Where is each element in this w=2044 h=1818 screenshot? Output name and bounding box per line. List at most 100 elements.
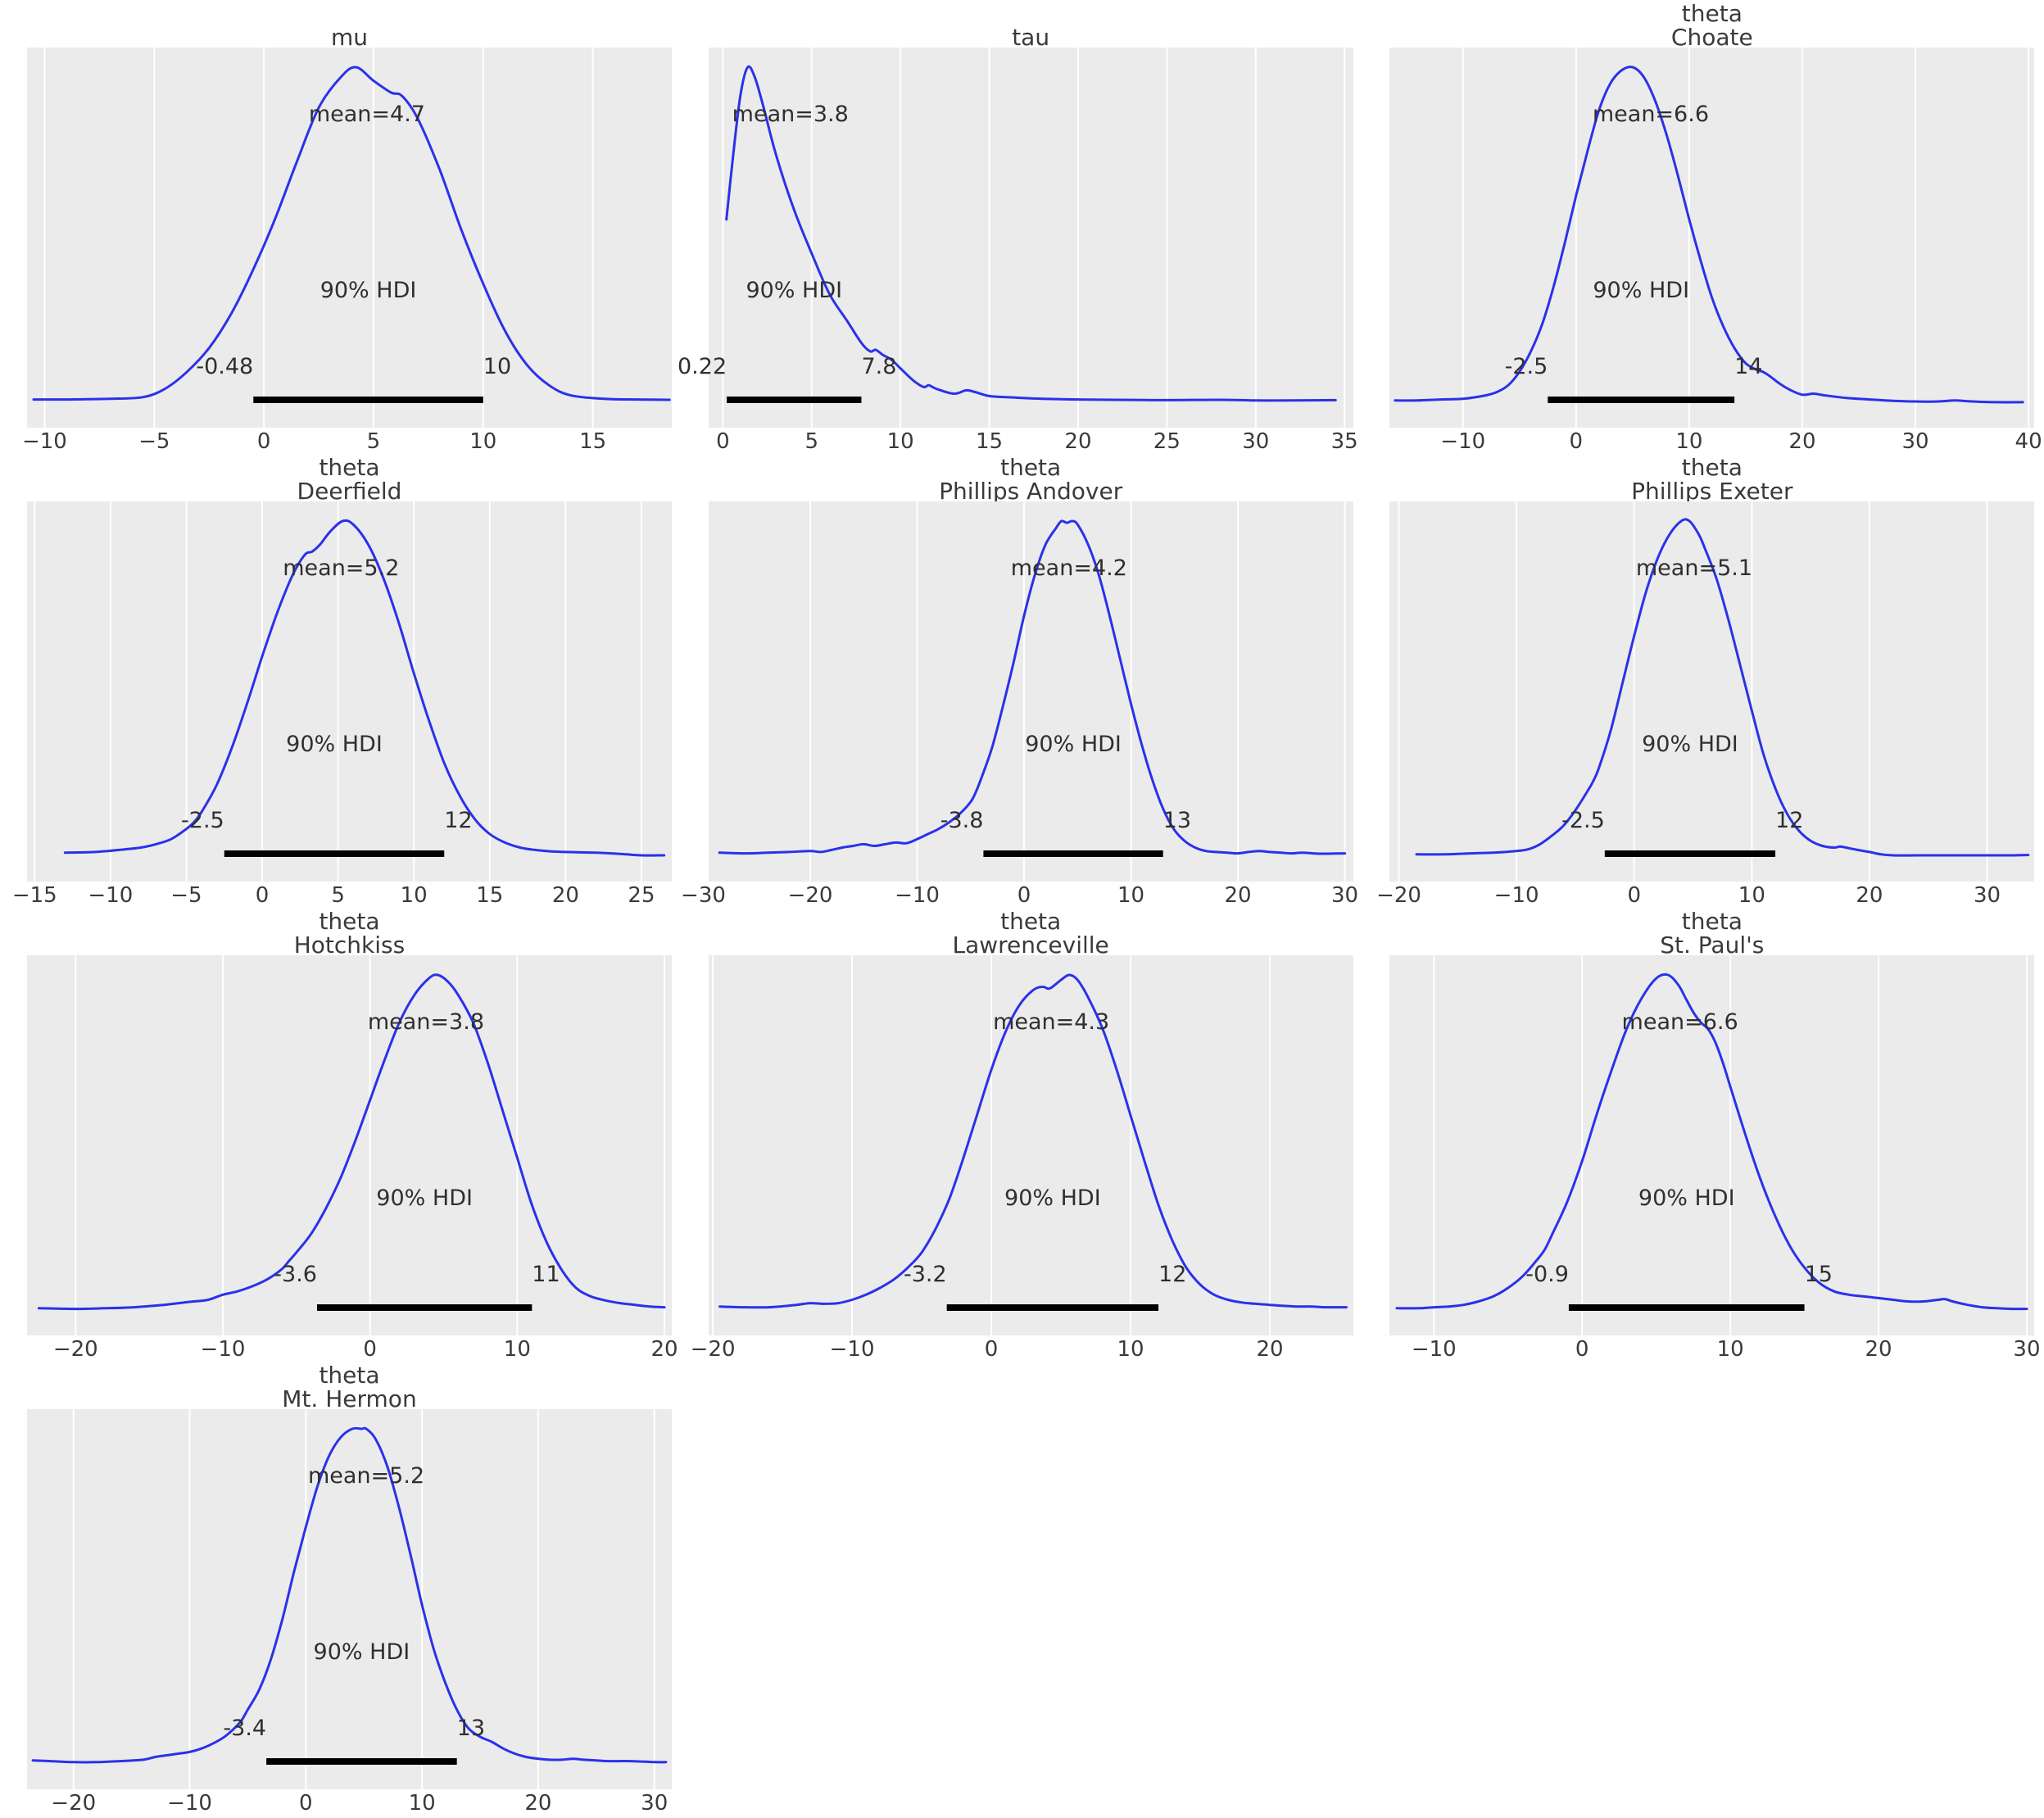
plot-title-line: Phillips Exeter <box>1631 478 1793 505</box>
x-tick-label: −10 <box>829 1337 874 1362</box>
x-tick-label: 10 <box>504 1337 531 1362</box>
x-tick-label: 30 <box>1331 883 1358 908</box>
x-tick-label: −20 <box>51 1791 96 1816</box>
plot-title-line: Choate <box>1670 24 1753 51</box>
plot-background <box>1389 48 2035 428</box>
x-tick-label: 0 <box>1017 883 1031 908</box>
x-tick-label: 0 <box>1570 429 1584 454</box>
plot-title-theta-hotchkiss: theta Hotchkiss <box>27 908 672 959</box>
hdi-lower-label: -2.5 <box>181 808 224 833</box>
hdi-upper-label: 15 <box>1805 1262 1833 1287</box>
subplot-theta-lawrenceville: theta Lawrenceville mean=4.3 90% HDI -3.2 12 −… <box>682 908 1363 1362</box>
plot-title-line: Lawrenceville <box>952 932 1109 959</box>
mean-annotation: mean=4.7 <box>309 102 425 127</box>
mean-annotation: mean=6.6 <box>1622 1009 1738 1035</box>
subplot-mu: mu mean=4.7 90% HDI -0.48 10 −10 −5 0 5 10 15 <box>0 0 682 454</box>
hdi-upper-label: 12 <box>1158 1262 1186 1287</box>
x-tick-label: 10 <box>1676 429 1703 454</box>
hdi-upper-label: 7.8 <box>861 354 896 379</box>
plot-title-line: tau <box>1012 24 1050 51</box>
subplot-theta-st-pauls: theta St. Paul's mean=6.6 90% HDI -0.9 15 −10 0… <box>1362 908 2044 1362</box>
hdi-upper-label: 12 <box>1775 808 1803 833</box>
x-tick-label: 0 <box>1628 883 1642 908</box>
x-tick-label: −5 <box>138 429 170 454</box>
x-tick-label: 5 <box>804 429 818 454</box>
hdi-lower-label: 0.22 <box>678 354 727 379</box>
hdi-annotation: 90% HDI <box>1004 1186 1101 1211</box>
plot-title-theta-choate: theta Choate <box>1389 0 2034 51</box>
plot-title-line: Phillips Andover <box>939 478 1123 505</box>
plot-title-line <box>27 2 672 25</box>
density-curve <box>724 65 1337 402</box>
x-tick-label: 0 <box>984 1337 998 1362</box>
density-curve <box>718 519 1346 855</box>
x-tick-label: 20 <box>1064 429 1091 454</box>
x-tick-label: 10 <box>1117 1337 1144 1362</box>
plot-title-line: theta <box>319 454 380 481</box>
x-tick-label: −20 <box>1376 883 1421 908</box>
x-tick-label: −10 <box>1412 1337 1457 1362</box>
x-tick-label: 20 <box>1789 429 1816 454</box>
hdi-annotation: 90% HDI <box>1593 278 1690 303</box>
plot-background <box>27 955 672 1335</box>
plot-title-theta-st-pauls: theta St. Paul's <box>1389 908 2034 959</box>
x-tick-label: 15 <box>476 883 503 908</box>
plot-title-line: theta <box>1681 454 1743 481</box>
hdi-lower-label: -0.48 <box>196 354 253 379</box>
mean-annotation: mean=5.2 <box>308 1463 424 1489</box>
x-tick-label: −20 <box>787 883 832 908</box>
plot-background <box>708 48 1353 428</box>
x-tick-label: 0 <box>716 429 730 454</box>
hdi-lower-label: -3.8 <box>940 808 983 833</box>
plot-canvas-mu: mean=4.7 90% HDI -0.48 10 −10 −5 0 5 10 15 <box>22 48 672 454</box>
x-tick-label: 5 <box>331 883 345 908</box>
x-tick-label: −20 <box>53 1337 98 1362</box>
plot-canvas-theta-choate: mean=6.6 90% HDI -2.5 14 −10 0 10 20 30 40 <box>1389 48 2042 454</box>
density-curve <box>718 973 1348 1309</box>
x-tick-label: 0 <box>257 429 271 454</box>
x-tick-label: 10 <box>469 429 496 454</box>
plot-background <box>27 48 672 428</box>
x-tick-label: −20 <box>690 1337 735 1362</box>
hdi-annotation: 90% HDI <box>376 1186 473 1211</box>
subplot-theta-phillips-exeter: theta Phillips Exeter mean=5.1 90% HDI -2.5 1… <box>1362 454 2044 908</box>
x-tick-label: 30 <box>1242 429 1269 454</box>
x-tick-label: 30 <box>641 1791 668 1816</box>
hdi-upper-label: 10 <box>483 354 511 379</box>
hdi-annotation: 90% HDI <box>314 1639 410 1665</box>
plot-title-line: theta <box>319 908 380 935</box>
x-tick-label: −10 <box>22 429 67 454</box>
x-tick-label: 15 <box>579 429 606 454</box>
mean-annotation: mean=5.2 <box>283 555 399 581</box>
density-curve <box>31 1426 668 1764</box>
x-tick-label: 30 <box>2014 1337 2041 1362</box>
mean-annotation: mean=4.2 <box>1010 555 1126 581</box>
x-tick-label: −10 <box>1441 429 1486 454</box>
mean-annotation: mean=3.8 <box>732 102 848 127</box>
x-tick-label: −30 <box>681 883 726 908</box>
x-tick-label: −15 <box>12 883 57 908</box>
x-tick-label: 20 <box>1256 1337 1283 1362</box>
hdi-annotation: 90% HDI <box>286 732 383 757</box>
plot-title-theta-deerfield: theta Deerfield <box>27 454 672 503</box>
plot-title-line: theta <box>1681 908 1743 935</box>
x-tick-label: 30 <box>1974 883 2001 908</box>
plot-title-line: theta <box>1000 908 1062 935</box>
plot-title-tau: tau <box>709 0 1353 51</box>
x-tick-label: 10 <box>409 1791 436 1816</box>
density-curve <box>1395 972 2028 1311</box>
plot-title-line: Hotchkiss <box>293 932 406 959</box>
plot-title-line: theta <box>1000 454 1062 481</box>
hdi-upper-label: 14 <box>1734 354 1762 379</box>
x-tick-label: 15 <box>976 429 1003 454</box>
x-tick-label: 20 <box>1224 883 1251 908</box>
x-tick-label: 0 <box>363 1337 377 1362</box>
hdi-lower-label: -0.9 <box>1526 1262 1570 1287</box>
plot-title-theta-phillips-andover: theta Phillips Andover <box>709 454 1353 505</box>
plot-title-theta-phillips-exeter: theta Phillips Exeter <box>1389 454 2034 505</box>
x-tick-label: −5 <box>170 883 202 908</box>
mean-annotation: mean=5.1 <box>1636 555 1752 581</box>
plot-title-line: St. Paul's <box>1660 932 1765 959</box>
plot-canvas-theta-phillips-andover: mean=4.2 90% HDI -3.8 13 −30 −20 −10 0 10 20 30 <box>681 501 1358 908</box>
plot-title-line: mu <box>330 24 369 51</box>
